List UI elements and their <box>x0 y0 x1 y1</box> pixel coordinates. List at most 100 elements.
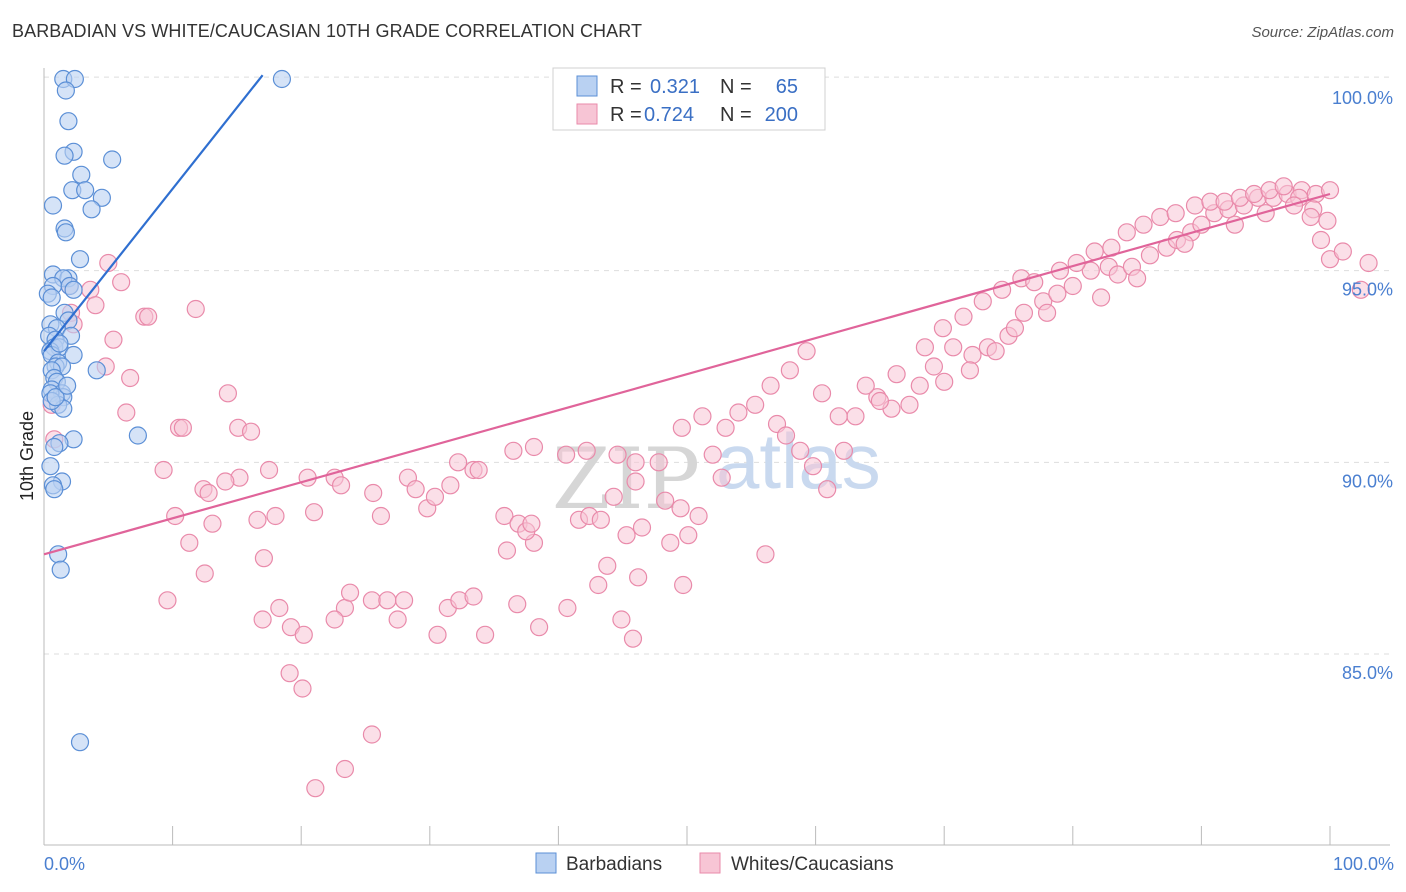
barbadian-point <box>128 426 147 445</box>
white-point <box>834 441 853 460</box>
white-point <box>325 610 344 629</box>
white-point <box>608 445 627 464</box>
white-point <box>180 533 199 552</box>
barbadian-point <box>70 250 90 269</box>
white-point <box>508 595 527 614</box>
white-point <box>104 330 123 349</box>
white-point <box>629 568 648 587</box>
white-point <box>425 487 445 506</box>
white-point <box>960 361 980 380</box>
series-barbadian-points <box>38 69 292 752</box>
white-point <box>604 487 623 506</box>
legend-r-value-1: 0.321 <box>650 76 700 98</box>
white-point <box>117 403 136 422</box>
white-point <box>712 468 731 487</box>
white-point <box>464 587 483 606</box>
white-point <box>306 779 325 798</box>
white-point <box>589 575 608 595</box>
white-point <box>935 372 954 391</box>
white-point <box>557 445 576 464</box>
white-point <box>591 510 610 529</box>
white-point <box>530 618 549 637</box>
white-point <box>693 407 712 426</box>
white-point <box>1014 303 1034 322</box>
white-point <box>241 422 261 441</box>
white-point <box>803 457 823 476</box>
white-point <box>577 441 596 460</box>
white-point <box>679 526 698 545</box>
white-point <box>1151 207 1170 227</box>
white-point <box>910 376 929 395</box>
white-point <box>791 441 810 460</box>
barbadian-point <box>58 376 77 395</box>
bottom-legend: Barbadians Whites/Caucasians <box>535 852 894 875</box>
white-point <box>248 510 267 529</box>
white-point <box>780 361 799 380</box>
white-point <box>829 407 848 426</box>
barbadian-point <box>56 223 75 242</box>
barbadian-point <box>72 165 91 184</box>
legend-n-value-1: 65 <box>776 76 798 98</box>
white-point <box>1274 177 1293 196</box>
white-point <box>617 526 636 545</box>
white-point <box>253 610 272 629</box>
white-point <box>626 453 645 472</box>
white-point <box>973 292 992 311</box>
white-point <box>1351 280 1370 299</box>
barbadian-point <box>45 480 64 499</box>
white-point <box>1359 253 1378 273</box>
white-point <box>86 296 105 315</box>
white-point <box>632 518 652 537</box>
white-point <box>331 476 351 495</box>
barbadian-point <box>55 146 74 165</box>
white-point <box>623 629 643 648</box>
legend-n-label-1: N = <box>720 76 752 98</box>
white-point <box>1117 223 1136 242</box>
barbadian-point <box>103 150 122 169</box>
white-point <box>986 342 1005 361</box>
barbadian-point <box>87 361 106 380</box>
white-point <box>218 384 237 403</box>
x-tick-label-max: 100.0% <box>1333 854 1394 874</box>
chart-title: BARBADIAN VS WHITE/CAUCASIAN 10TH GRADE … <box>12 21 643 41</box>
white-point <box>203 514 222 533</box>
white-point <box>1081 261 1100 280</box>
white-point <box>495 506 514 526</box>
white-point <box>598 556 617 575</box>
barbadian-point <box>41 457 60 476</box>
white-point <box>378 591 397 610</box>
x-tick-label-min: 0.0% <box>44 854 85 874</box>
white-point <box>661 533 680 552</box>
legend-box: R = 0.321 N = 65 R = 0.724 N = 200 <box>552 67 826 131</box>
white-point <box>1063 276 1082 296</box>
series-white-points <box>42 177 1378 798</box>
white-point <box>121 368 140 388</box>
white-point <box>1301 207 1320 227</box>
barbadian-point <box>82 200 101 219</box>
white-point <box>1166 204 1185 223</box>
white-point <box>649 453 668 472</box>
barbadian-point <box>92 188 111 207</box>
white-point <box>944 338 963 357</box>
white-point <box>756 545 775 564</box>
axes <box>43 68 1390 846</box>
white-point <box>933 319 953 338</box>
white-point <box>139 307 158 326</box>
white-point <box>362 591 382 610</box>
white-point <box>846 407 865 426</box>
white-point <box>216 472 235 491</box>
white-point <box>362 725 382 744</box>
white-point <box>558 598 577 618</box>
white-point <box>1037 303 1057 322</box>
barbadian-point <box>46 388 65 407</box>
white-point <box>761 376 780 395</box>
white-point <box>1127 269 1147 288</box>
white-point <box>924 357 944 376</box>
white-point <box>818 480 837 499</box>
white-point <box>448 453 468 472</box>
white-point <box>963 345 982 365</box>
white-point <box>406 480 425 499</box>
white-point <box>335 759 355 779</box>
white-point <box>1005 319 1025 338</box>
white-point <box>340 583 360 602</box>
